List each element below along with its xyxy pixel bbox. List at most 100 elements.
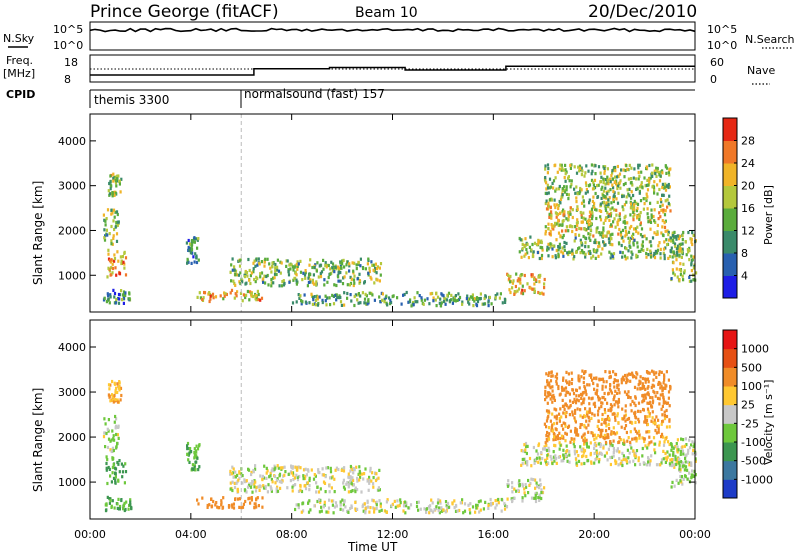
echo-cell: [624, 424, 628, 428]
echo-cell: [638, 191, 641, 195]
echo-cell: [637, 409, 640, 413]
echo-cell: [625, 376, 628, 380]
echo-cell: [309, 258, 312, 262]
echo-cell: [576, 220, 579, 225]
echo-cell: [618, 391, 621, 395]
echo-cell: [523, 487, 526, 491]
echo-cell: [625, 458, 628, 462]
echo-cell: [190, 261, 193, 265]
echo-cell: [341, 259, 344, 263]
echo-cell: [329, 470, 333, 474]
echo-cell: [295, 280, 298, 284]
echo-cell: [278, 284, 281, 288]
echo-cell: [656, 396, 660, 400]
echo-cell: [557, 252, 560, 256]
echo-cell: [545, 462, 548, 467]
x-tick-label: 08:00: [276, 528, 308, 541]
echo-cell: [496, 292, 499, 296]
echo-cell: [277, 466, 280, 470]
echo-cell: [222, 496, 225, 500]
echo-cell: [347, 490, 350, 494]
echo-cell: [691, 258, 694, 262]
echo-cell: [192, 467, 195, 472]
echo-cell: [110, 266, 113, 270]
echo-cell: [583, 432, 586, 436]
echo-cell: [214, 295, 218, 299]
echo-cell: [614, 379, 617, 383]
echo-cell: [543, 286, 546, 290]
echo-cell: [110, 224, 113, 229]
echo-cell: [383, 300, 386, 304]
echo-cell: [497, 497, 500, 502]
echo-cell: [115, 232, 119, 236]
echo-cell: [621, 417, 624, 421]
echo-cell: [544, 389, 547, 393]
echo-cell: [422, 302, 425, 306]
echo-cell: [122, 503, 125, 507]
echo-cell: [595, 208, 598, 212]
echo-cell: [551, 247, 554, 251]
echo-cell: [296, 264, 299, 268]
echo-cell: [253, 506, 256, 510]
echo-cell: [659, 215, 662, 219]
echo-cell: [604, 165, 607, 169]
echo-cell: [279, 260, 282, 264]
echo-cell: [261, 505, 264, 509]
echo-cell: [130, 505, 133, 510]
echo-cell: [526, 242, 529, 246]
echo-cell: [635, 253, 638, 257]
echo-cell: [646, 212, 649, 216]
echo-cell: [550, 197, 553, 201]
echo-cell: [539, 478, 542, 482]
echo-cell: [373, 510, 376, 514]
echo-cell: [580, 241, 583, 245]
echo-cell: [598, 231, 601, 235]
echo-cell: [487, 300, 490, 304]
echo-cell: [638, 163, 641, 167]
echo-cell: [332, 302, 336, 306]
echo-cell: [472, 304, 475, 308]
echo-cell: [640, 227, 644, 231]
echo-cell: [642, 385, 645, 389]
echo-cell: [317, 470, 320, 474]
echo-cell: [569, 224, 572, 228]
echo-cell: [607, 422, 610, 426]
echo-cell: [229, 469, 232, 473]
echo-cell: [690, 269, 693, 273]
echo-cell: [434, 298, 437, 302]
echo-cell: [659, 247, 662, 251]
echo-cell: [601, 384, 604, 388]
echo-cell: [120, 289, 123, 293]
echo-cell: [589, 224, 592, 228]
echo-cell: [429, 508, 432, 512]
echo-cell: [368, 478, 371, 482]
echo-cell: [453, 506, 456, 510]
echo-cell: [216, 505, 219, 509]
echo-cell: [403, 292, 406, 297]
echo-cell: [454, 299, 457, 303]
echo-cell: [618, 450, 621, 454]
echo-cell: [110, 449, 113, 454]
echo-cell: [224, 292, 227, 296]
echo-cell: [567, 197, 570, 201]
echo-cell: [550, 370, 553, 375]
echo-cell: [253, 485, 256, 489]
echo-cell: [647, 443, 650, 447]
echo-cell: [369, 469, 372, 473]
echo-cell: [645, 165, 648, 169]
echo-cell: [629, 420, 632, 424]
echo-cell: [287, 472, 290, 476]
echo-cell: [128, 503, 131, 507]
echo-cell: [581, 243, 584, 247]
echo-cell: [530, 274, 533, 279]
echo-cell: [430, 498, 433, 502]
echo-cell: [602, 194, 605, 198]
echo-cell: [125, 500, 128, 504]
echo-cell: [324, 263, 327, 267]
echo-cell: [357, 472, 360, 476]
echo-cell: [319, 487, 322, 491]
echo-cell: [286, 259, 289, 263]
echo-cell: [223, 294, 226, 298]
echo-cell: [639, 223, 642, 227]
